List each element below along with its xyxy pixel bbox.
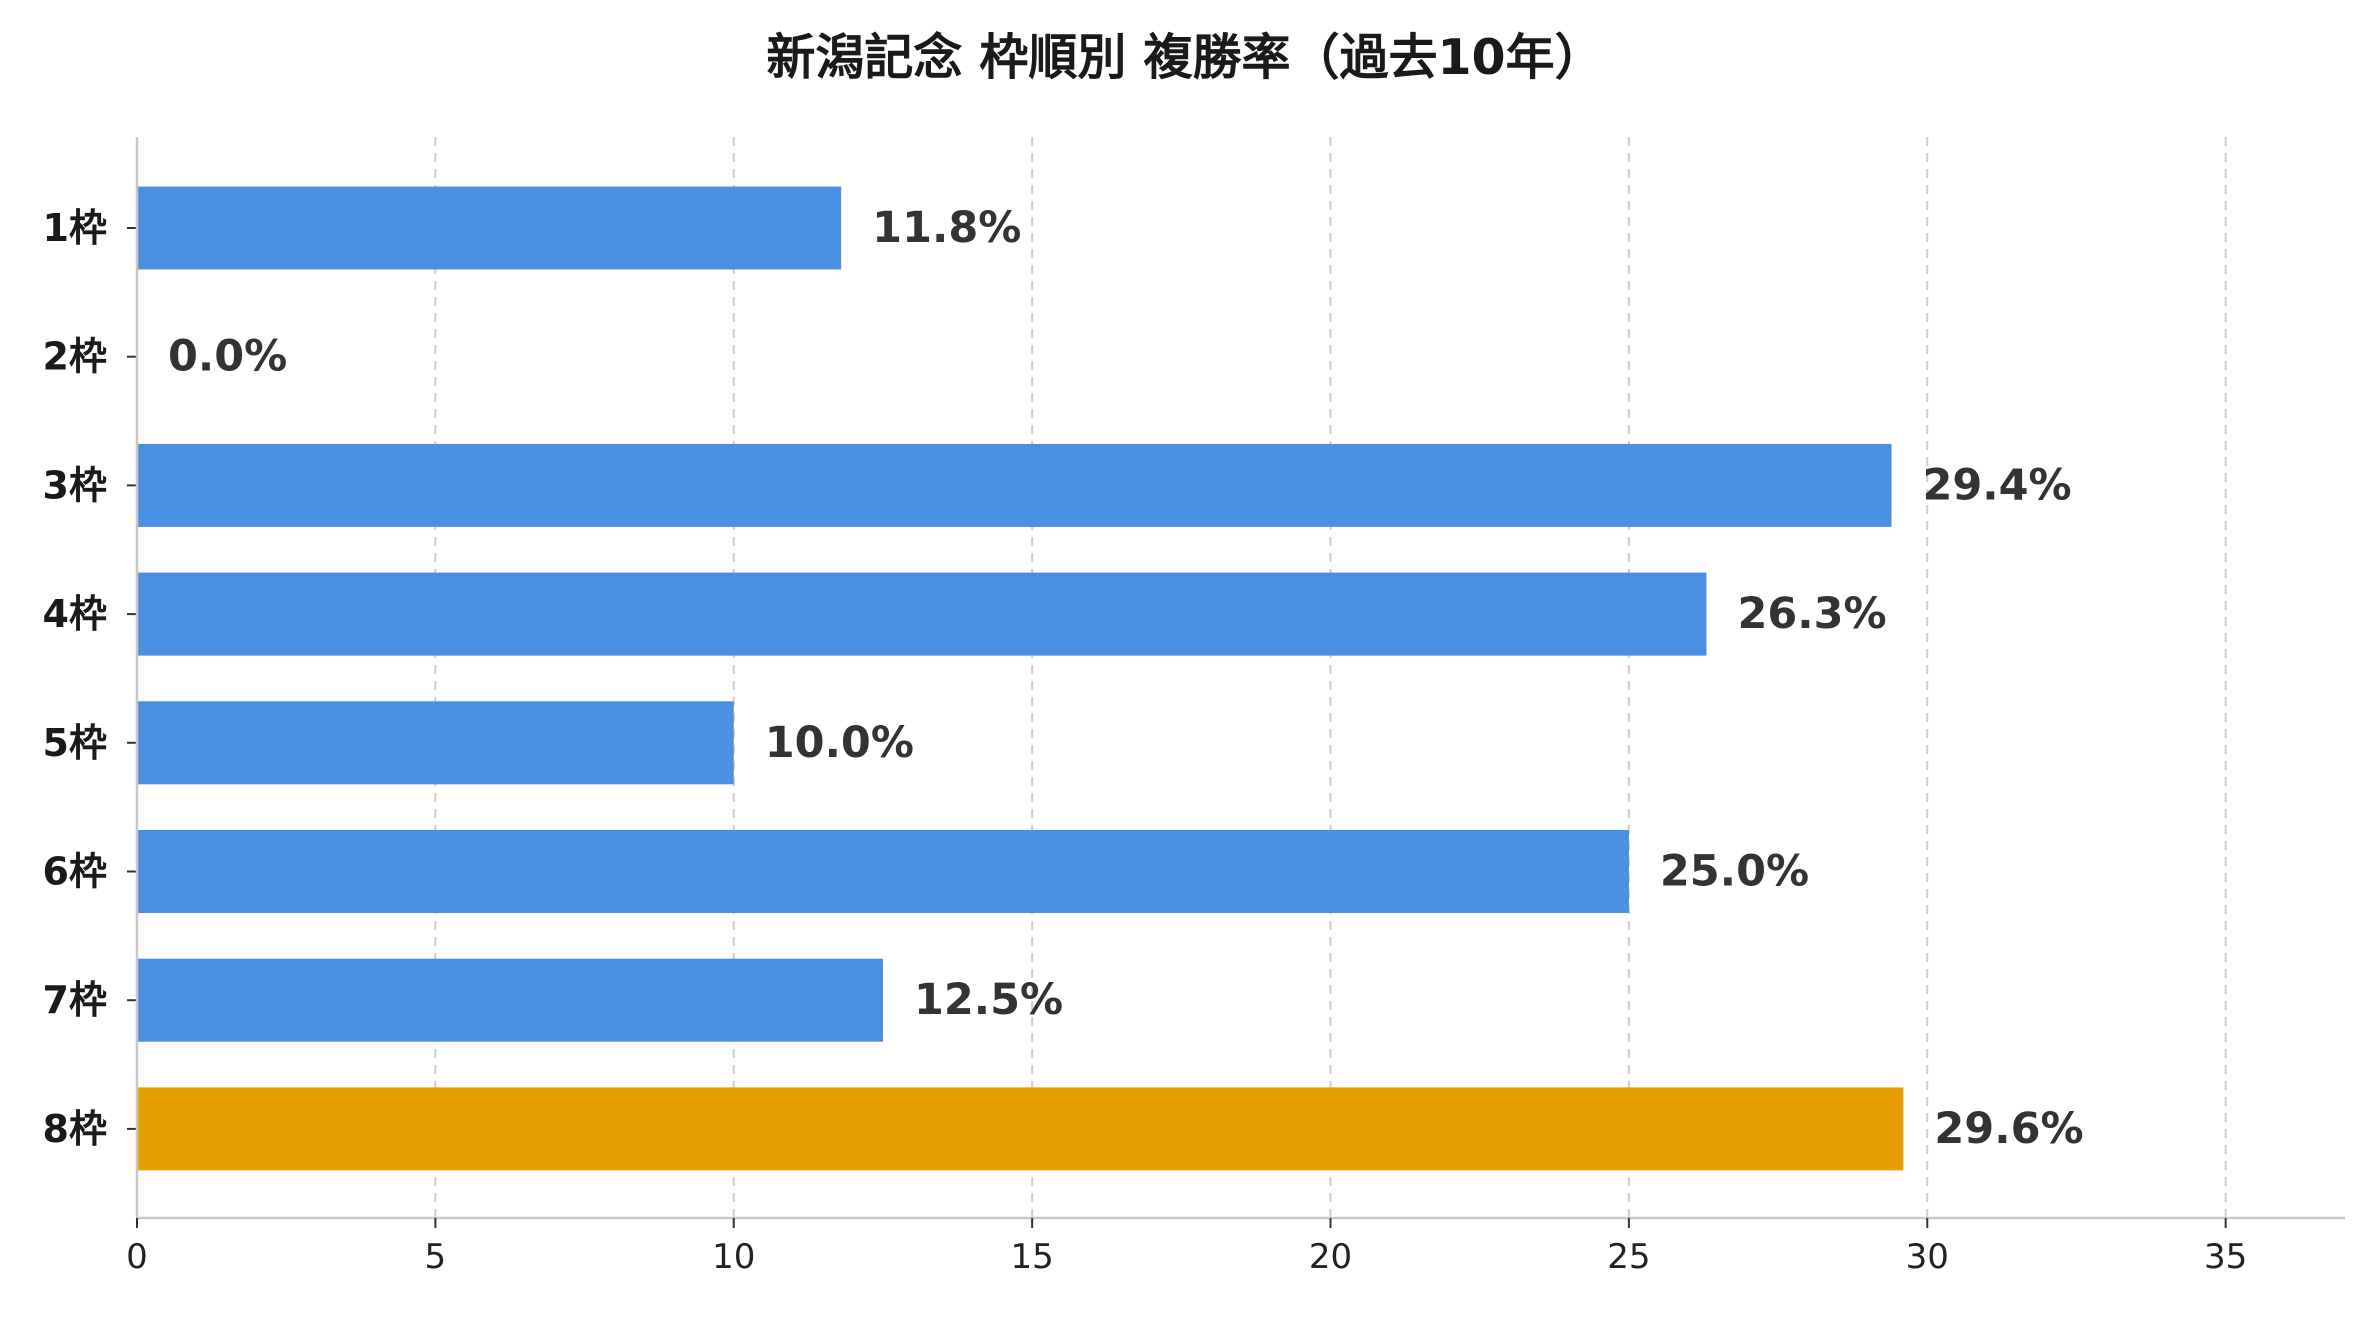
xtick-label: 10: [712, 1237, 755, 1277]
bar-value-label: 25.0%: [1660, 847, 1809, 897]
ytick-label: 2枠: [43, 335, 107, 379]
bar: [137, 830, 1629, 913]
chart-title: 新潟記念 枠順別 複勝率（過去10年）: [766, 29, 1604, 86]
bar-value-label: 29.6%: [1934, 1104, 2083, 1154]
xtick-label: 25: [1607, 1237, 1650, 1277]
bar: [137, 1087, 1904, 1171]
ytick-label: 5枠: [43, 721, 107, 765]
bar-value-label: 0.0%: [168, 332, 287, 382]
xtick-label: 20: [1309, 1237, 1352, 1277]
xtick-label: 30: [1906, 1237, 1949, 1277]
bar: [137, 572, 1707, 656]
ytick-label: 7枠: [43, 978, 107, 1022]
xtick-label: 15: [1011, 1237, 1054, 1277]
bar-value-label: 11.8%: [872, 203, 1021, 253]
bar: [137, 186, 842, 270]
xtick-label: 5: [425, 1237, 447, 1277]
xtick-label: 0: [126, 1237, 148, 1277]
ytick-label: 6枠: [43, 850, 107, 894]
ytick-label: 4枠: [43, 592, 107, 636]
bar-value-label: 29.4%: [1922, 460, 2071, 510]
bar: [137, 443, 1892, 527]
bar: [137, 701, 734, 785]
ytick-label: 1枠: [43, 206, 107, 250]
bar: [137, 958, 883, 1042]
bar-value-label: 26.3%: [1737, 589, 1886, 639]
bar-value-label: 10.0%: [765, 718, 914, 768]
bar-value-label: 12.5%: [914, 975, 1063, 1025]
ytick-label: 8枠: [43, 1107, 107, 1151]
xtick-label: 35: [2204, 1237, 2247, 1277]
ytick-label: 3枠: [43, 463, 107, 507]
